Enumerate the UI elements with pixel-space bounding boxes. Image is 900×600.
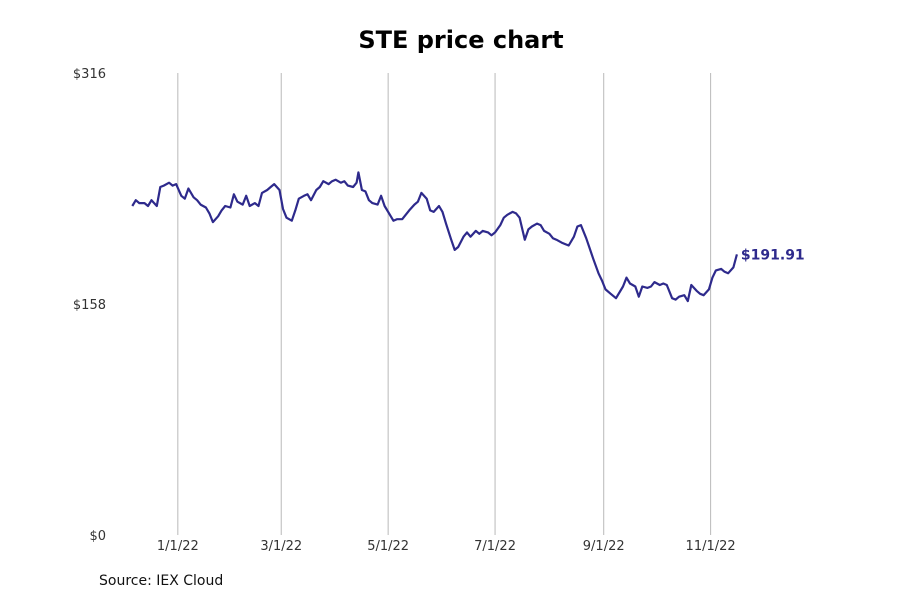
x-axis-labels: 1/1/22 3/1/22 5/1/22 7/1/22 9/1/22 11/1/22 (157, 539, 736, 554)
x-tick-label: 9/1/22 (583, 539, 625, 554)
y-tick-label: $158 (73, 298, 106, 313)
y-axis-labels: $0 $158 $316 (73, 67, 106, 544)
last-value-annotation: $191.91 (741, 247, 805, 263)
y-tick-label: $316 (73, 67, 106, 82)
source-note: Source: IEX Cloud (99, 573, 224, 589)
x-tick-label: 5/1/22 (367, 539, 409, 554)
y-tick-label: $0 (89, 529, 106, 544)
x-tick-label: 7/1/22 (474, 539, 516, 554)
x-tick-label: 1/1/22 (157, 539, 199, 554)
vertical-gridlines (177, 73, 712, 535)
last-price-label: $191.91 (741, 247, 805, 263)
price-line (131, 171, 738, 303)
price-series (131, 171, 738, 303)
chart-title: STE price chart (358, 26, 564, 54)
x-tick-label: 3/1/22 (260, 539, 302, 554)
x-tick-label: 11/1/22 (686, 539, 736, 554)
